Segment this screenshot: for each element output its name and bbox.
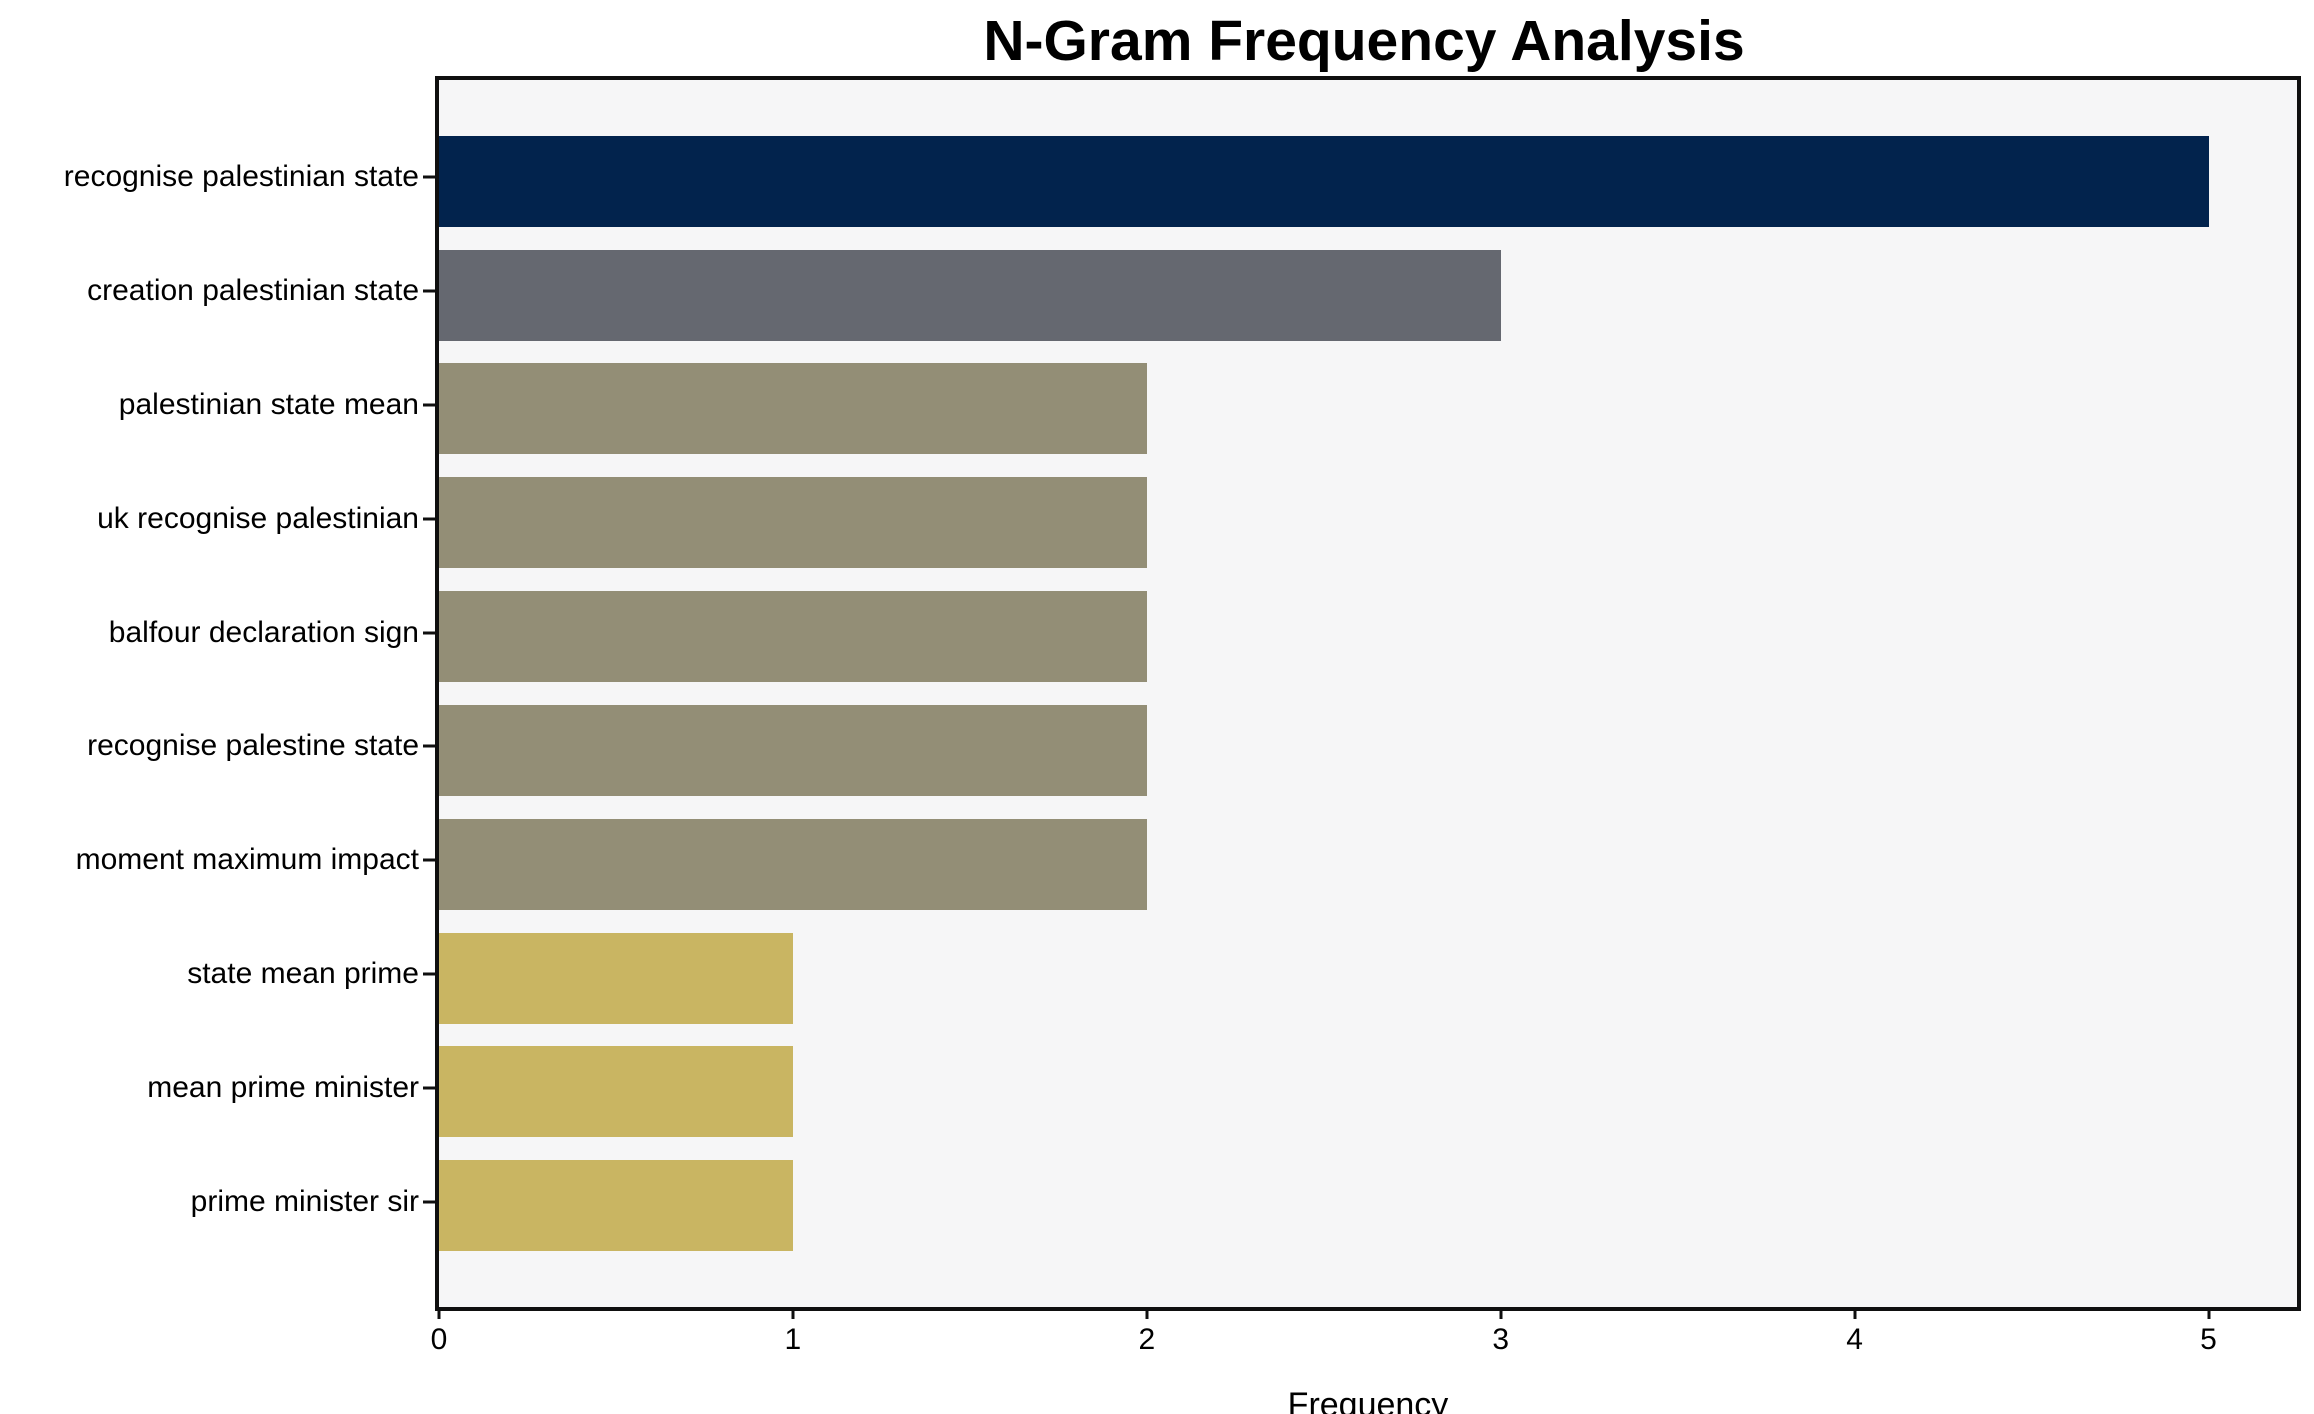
bar-5: [439, 704, 1147, 796]
x-tick-label: 5: [2200, 1323, 2217, 1356]
bar-6: [439, 818, 1147, 910]
y-tick-label: moment maximum impact: [75, 843, 419, 877]
y-tick-label: mean prime minister: [147, 1070, 419, 1104]
x-tick-mark: [2207, 1307, 2211, 1319]
y-tick-label: balfour declaration sign: [108, 615, 419, 649]
y-tick-mark: [423, 517, 435, 521]
x-tick-mark: [1145, 1307, 1149, 1319]
x-tick-mark: [1853, 1307, 1857, 1319]
bar-3: [439, 477, 1147, 569]
x-tick-mark: [437, 1307, 441, 1319]
x-tick-label: 0: [430, 1323, 448, 1356]
x-tick-label: 3: [1492, 1323, 1510, 1356]
x-tick-label: 4: [1846, 1323, 1863, 1356]
y-tick-mark: [423, 1200, 435, 1204]
bar-9: [439, 1160, 793, 1252]
y-tick-label: creation palestinian state: [87, 274, 419, 308]
y-tick-mark: [423, 744, 435, 748]
y-tick-mark: [423, 858, 435, 862]
y-tick-label: palestinian state mean: [118, 387, 419, 421]
y-tick-mark: [423, 631, 435, 635]
bar-2: [439, 363, 1147, 455]
bar-7: [439, 932, 793, 1024]
y-axis-labels: recognise palestinian state creation pale…: [0, 76, 435, 1303]
y-tick-mark: [423, 972, 435, 976]
chart-title: N-Gram Frequency Analysis: [983, 9, 1745, 73]
y-tick-label: prime minister sir: [190, 1184, 419, 1218]
y-tick-label: state mean prime: [187, 957, 419, 991]
x-tick-label: 2: [1138, 1323, 1156, 1356]
x-tick-label: 1: [784, 1323, 802, 1356]
y-tick-label: uk recognise palestinian: [97, 501, 419, 535]
bar-4: [439, 591, 1147, 683]
bar-1: [439, 249, 1501, 341]
y-tick-mark: [423, 175, 435, 179]
x-tick-mark: [1499, 1307, 1503, 1319]
y-tick-mark: [423, 403, 435, 407]
bar-8: [439, 1046, 793, 1138]
y-tick-label: recognise palestinian state: [63, 160, 419, 194]
bar-0: [439, 135, 2209, 227]
y-tick-mark: [423, 1086, 435, 1090]
x-axis-ticks: 0 1 2 3 4 5: [431, 1307, 2297, 1414]
y-tick-mark: [423, 289, 435, 293]
x-tick-mark: [791, 1307, 795, 1319]
plot-area: [435, 76, 2301, 1311]
x-axis-label: Frequency: [1287, 1386, 1449, 1414]
y-tick-label: recognise palestine state: [87, 729, 419, 763]
